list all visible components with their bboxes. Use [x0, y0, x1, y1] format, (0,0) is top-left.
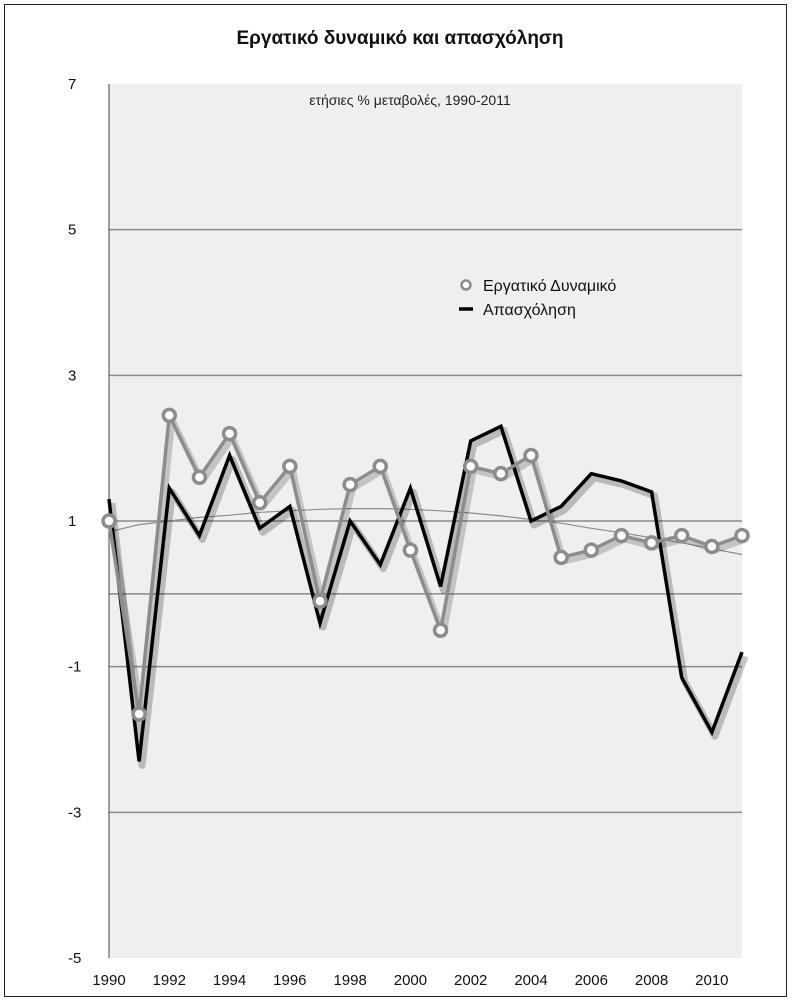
data-point-labor-force [493, 465, 509, 482]
x-tick-label: 1996 [273, 972, 306, 989]
x-tick-label: 1990 [92, 972, 125, 989]
data-point-labor-force [342, 476, 358, 493]
x-tick-label: 2002 [454, 972, 487, 989]
y-tick-label: -1 [68, 659, 81, 676]
trend-line [108, 508, 743, 556]
legend-label-employment: Απασχόληση [483, 302, 576, 319]
series-line-employment [107, 423, 744, 762]
data-point-labor-force [734, 527, 750, 544]
x-tick-label: 2008 [635, 972, 668, 989]
y-tick-label: -3 [68, 804, 81, 821]
data-point-labor-force [613, 527, 630, 544]
data-point-labor-force [643, 535, 660, 551]
chart-subtitle: ετήσιες % μεταβολές, 1990-2011 [309, 92, 511, 108]
data-point-labor-force [131, 706, 147, 722]
data-point-labor-force [462, 458, 479, 475]
data-point-labor-force [251, 495, 268, 511]
data-point-labor-force [161, 407, 178, 424]
legend: Εργατικό Δυναμικό Απασχόληση [459, 278, 616, 319]
x-tick-label: 2010 [695, 972, 728, 989]
x-tick-label: 1994 [213, 972, 246, 989]
x-tick-label: 1998 [333, 972, 366, 989]
y-tick-label: 7 [68, 76, 76, 93]
x-tick-label: 1992 [153, 972, 186, 989]
series-layer [101, 407, 750, 769]
series-line-labor-force [107, 413, 743, 716]
legend-label-labor-force: Εργατικό Δυναμικό [483, 278, 616, 295]
y-tick-label: 5 [68, 222, 76, 239]
y-tick-label: -5 [68, 950, 81, 967]
data-point-labor-force [402, 542, 419, 558]
data-point-labor-force [312, 593, 328, 609]
x-tick-label: 2000 [394, 972, 427, 989]
data-point-labor-force [704, 538, 720, 555]
data-point-labor-force [523, 447, 539, 464]
data-point-labor-force [191, 469, 208, 486]
data-point-labor-force [221, 425, 238, 442]
legend-marker-labor-force [460, 279, 472, 291]
chart-title: Εργατικό δυναμικό και απασχόληση [236, 28, 564, 49]
y-axis: 7 5 3 1 -1 -3 -5 [68, 76, 81, 967]
x-tick-label: 2006 [575, 972, 608, 989]
data-point-labor-force [101, 513, 117, 529]
y-tick-label: 1 [68, 513, 76, 530]
data-point-labor-force [372, 458, 389, 475]
data-point-labor-force [553, 549, 569, 566]
y-tick-label: 3 [68, 367, 76, 384]
data-point-labor-force [583, 542, 600, 558]
data-point-labor-force [432, 622, 449, 638]
data-point-labor-force [282, 458, 298, 475]
x-tick-label: 2004 [514, 972, 547, 989]
data-point-labor-force [673, 527, 690, 544]
